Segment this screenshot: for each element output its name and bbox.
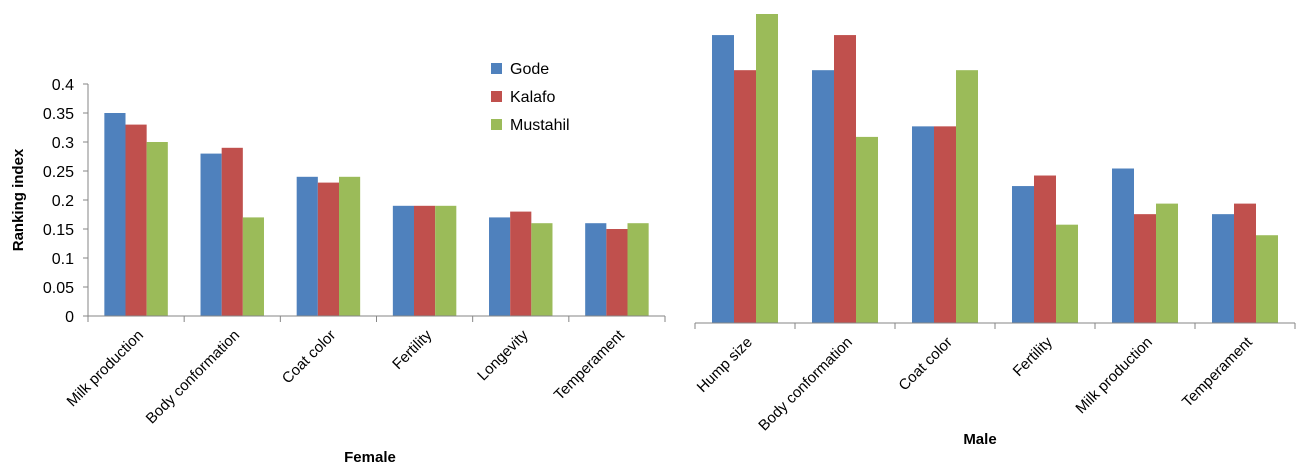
female-bar-kalafo-temperament <box>606 229 628 316</box>
female-y-tick-label: 0.15 <box>43 222 74 239</box>
male-bar-mustahil-coat-color <box>956 70 978 324</box>
female-bar-mustahil-coat-color <box>339 176 361 316</box>
female-x-axis-title: Female <box>344 449 396 466</box>
male-bar-kalafo-hump-size <box>734 70 756 324</box>
female-bar-gode-milk-production <box>104 113 126 316</box>
female-bar-kalafo-milk-production <box>125 124 147 316</box>
male-category-label-milk-production: Milk production <box>1072 334 1155 417</box>
male-bar-gode-coat-color <box>912 126 934 323</box>
female-bar-mustahil-temperament <box>627 223 649 316</box>
female-bar-mustahil-longevity <box>531 223 553 316</box>
male-bar-gode-fertility <box>1012 186 1034 323</box>
male-bar-kalafo-body-conformation <box>834 35 856 323</box>
male-chart: Hump size Body conformation Coat color Fert… <box>694 14 1296 448</box>
male-bar-gode-milk-production <box>1112 168 1134 323</box>
female-bar-kalafo-body-conformation <box>221 147 243 316</box>
female-category-label-longevity: Longevity <box>474 326 532 384</box>
male-bar-mustahil-body-conformation <box>856 136 878 323</box>
female-y-tick-label: 0 <box>65 309 74 326</box>
female-bar-mustahil-milk-production <box>146 142 168 316</box>
legend-label-mustahil: Mustahil <box>510 117 570 134</box>
male-category-label-hump-size: Hump size <box>694 334 756 396</box>
female-y-tick-label: 0.25 <box>43 164 74 181</box>
female-y-tick-label: 0.1 <box>52 251 74 268</box>
female-bar-mustahil-body-conformation <box>242 217 264 316</box>
male-bar-kalafo-temperament <box>1234 203 1256 323</box>
legend-swatch-mustahil <box>491 119 502 130</box>
male-bar-mustahil-fertility <box>1056 224 1078 323</box>
male-x-axis-title: Male <box>963 431 996 448</box>
legend-label-gode: Gode <box>510 61 549 78</box>
male-axes: Hump size Body conformation Coat color Fert… <box>694 322 1296 434</box>
female-bar-gode-coat-color <box>296 176 318 316</box>
male-bar-gode-body-conformation <box>812 70 834 324</box>
female-category-label-milk-production: Milk production <box>64 327 147 410</box>
male-bar-kalafo-fertility <box>1034 175 1056 323</box>
female-bars <box>104 113 649 316</box>
male-bar-gode-hump-size <box>712 35 734 323</box>
female-category-label-fertility: Fertility <box>389 326 436 373</box>
legend-swatch-gode <box>491 63 502 74</box>
male-category-label-temperament: Temperament <box>1179 333 1256 410</box>
female-y-axis-title: Ranking index <box>10 148 27 251</box>
female-y-tick-label: 0.35 <box>43 106 74 123</box>
female-y-tick-label: 0.05 <box>43 280 74 297</box>
female-bar-gode-body-conformation <box>200 153 222 316</box>
female-category-label-body-conformation: Body conformation <box>143 327 243 427</box>
male-category-label-coat-color: Coat color <box>895 334 955 394</box>
male-bar-gode-temperament <box>1212 214 1234 323</box>
male-category-label-fertility: Fertility <box>1010 333 1057 380</box>
male-bar-mustahil-hump-size <box>756 14 778 323</box>
legend-label-kalafo: Kalafo <box>510 89 555 106</box>
female-bar-kalafo-coat-color <box>317 182 339 316</box>
female-y-tick-label: 0.4 <box>52 77 74 94</box>
female-y-tick-label: 0.3 <box>52 135 74 152</box>
female-bar-gode-longevity <box>489 217 511 316</box>
female-bar-mustahil-fertility <box>435 205 457 316</box>
male-bar-kalafo-milk-production <box>1134 214 1156 323</box>
female-bar-kalafo-longevity <box>510 211 532 316</box>
male-bar-mustahil-temperament <box>1256 235 1278 323</box>
male-category-label-body-conformation: Body conformation <box>755 334 855 434</box>
female-bar-kalafo-fertility <box>414 205 436 316</box>
legend-swatch-kalafo <box>491 91 502 102</box>
female-category-label-coat-color: Coat color <box>279 327 339 387</box>
female-bar-gode-fertility <box>392 205 415 316</box>
female-y-tick-label: 0.2 <box>52 193 74 210</box>
male-bar-kalafo-coat-color <box>934 126 956 323</box>
female-category-label-temperament: Temperament <box>551 326 628 403</box>
male-bar-mustahil-milk-production <box>1156 203 1178 323</box>
female-bar-gode-temperament <box>585 223 607 316</box>
legend: Gode Kalafo Mustahil <box>491 61 570 134</box>
male-bars <box>712 14 1278 324</box>
